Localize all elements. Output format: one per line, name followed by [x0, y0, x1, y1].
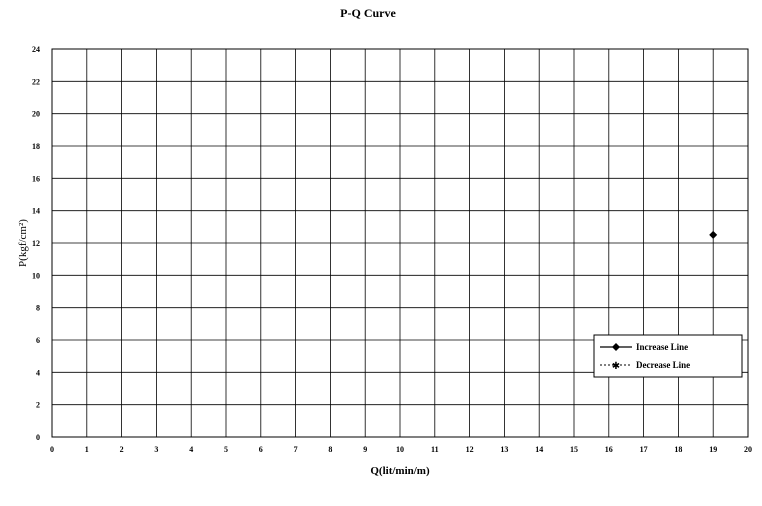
x-tick-label: 3 [154, 445, 158, 454]
x-axis-ticks: 0 1 2 3 4 5 6 7 8 9 10 11 12 13 14 15 16 17 18 19 20 [50, 445, 752, 454]
y-tick-label: 2 [36, 401, 40, 410]
series-layer [709, 230, 718, 239]
y-tick-label: 0 [36, 433, 40, 442]
chart-title: P-Q Curve [340, 6, 396, 20]
y-tick-label: 24 [32, 45, 40, 54]
legend-increase-label: Increase Line [636, 342, 688, 352]
y-tick-label: 6 [36, 336, 40, 345]
legend-decrease-marker: ✱ [612, 361, 620, 372]
plot-area-border [51, 48, 749, 438]
y-tick-label: 8 [36, 304, 40, 313]
x-axis-label: Q(lit/min/m) [370, 465, 430, 477]
x-tick-label: 2 [120, 445, 124, 454]
x-tick-label: 0 [50, 445, 54, 454]
legend-increase-marker [612, 343, 620, 351]
y-tick-label: 4 [36, 368, 40, 377]
y-tick-label: 16 [32, 174, 40, 183]
x-tick-label: 9 [363, 445, 367, 454]
y-tick-label: 18 [32, 142, 40, 151]
legend-decrease-label: Decrease Line [636, 360, 690, 370]
legend: Increase Line ✱ Decrease Line [593, 334, 743, 378]
x-tick-label: 13 [500, 445, 508, 454]
x-tick-label: 5 [224, 445, 228, 454]
increase-line-point [709, 230, 718, 239]
x-tick-label: 1 [85, 445, 89, 454]
x-tick-label: 8 [328, 445, 332, 454]
x-tick-label: 7 [294, 445, 298, 454]
x-tick-label: 18 [674, 445, 682, 454]
x-tick-label: 6 [259, 445, 263, 454]
x-tick-label: 14 [535, 445, 543, 454]
y-tick-label: 12 [32, 239, 40, 248]
x-tick-label: 10 [396, 445, 404, 454]
x-tick-label: 11 [431, 445, 439, 454]
x-tick-label: 19 [709, 445, 717, 454]
x-tick-label: 15 [570, 445, 578, 454]
y-axis-label: P(kgf/cm²) [17, 219, 29, 267]
x-tick-label: 20 [744, 445, 752, 454]
y-tick-label: 10 [32, 271, 40, 280]
x-tick-label: 16 [605, 445, 613, 454]
y-tick-label: 14 [32, 207, 40, 216]
grid [51, 48, 749, 438]
y-tick-label: 22 [32, 77, 40, 86]
x-tick-label: 12 [466, 445, 474, 454]
y-tick-label: 20 [32, 110, 40, 119]
legend-box [593, 334, 743, 378]
x-tick-label: 4 [189, 445, 193, 454]
x-tick-label: 17 [640, 445, 648, 454]
